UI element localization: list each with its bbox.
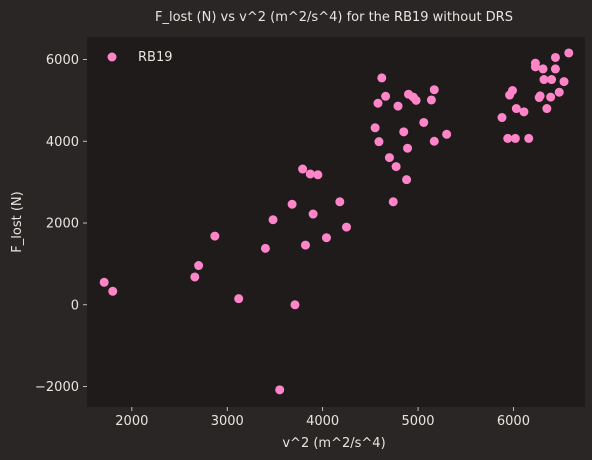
x-axis-ticks: 2000 3000 4000 5000 6000 — [115, 407, 530, 429]
data-point — [539, 75, 549, 85]
data-points — [99, 48, 574, 395]
y-axis-label: F_lost (N) — [10, 191, 25, 252]
x-tick-label: 2000 — [115, 414, 148, 429]
data-point — [538, 64, 548, 74]
data-point — [507, 86, 517, 96]
data-point — [377, 73, 387, 83]
legend-marker — [107, 52, 117, 62]
data-point — [403, 143, 413, 153]
data-point — [391, 162, 401, 172]
data-point — [210, 231, 220, 241]
data-point — [194, 261, 204, 271]
data-point — [442, 129, 452, 139]
data-point — [399, 127, 409, 137]
data-point — [503, 133, 513, 143]
y-tick-label: −2000 — [35, 380, 79, 395]
x-tick-label: 5000 — [401, 414, 434, 429]
x-tick-label: 6000 — [497, 414, 530, 429]
data-point — [388, 197, 398, 207]
legend-label: RB19 — [138, 50, 173, 65]
data-point — [535, 91, 545, 101]
data-point — [190, 272, 200, 282]
data-point — [300, 240, 310, 250]
data-point — [290, 300, 300, 310]
data-point — [341, 222, 351, 232]
y-tick-label: 6000 — [46, 53, 79, 68]
data-point — [511, 104, 521, 114]
data-point — [234, 294, 244, 304]
x-tick-label: 4000 — [306, 414, 339, 429]
data-point — [260, 243, 270, 253]
data-point — [524, 133, 534, 143]
data-point — [547, 75, 557, 85]
data-point — [313, 170, 323, 180]
data-point — [510, 133, 520, 143]
data-point — [564, 48, 574, 58]
y-tick-label: 2000 — [46, 217, 79, 232]
data-point — [99, 277, 109, 287]
data-point — [550, 64, 560, 74]
data-point — [335, 197, 345, 207]
data-point — [381, 91, 391, 101]
data-point — [373, 98, 383, 108]
y-tick-label: 4000 — [46, 135, 79, 150]
data-point — [108, 286, 118, 296]
data-point — [393, 101, 403, 111]
data-point — [305, 169, 315, 179]
data-point — [308, 209, 318, 219]
data-point — [429, 136, 439, 146]
x-tick-label: 3000 — [211, 414, 244, 429]
data-point — [268, 215, 278, 225]
data-point — [374, 137, 384, 147]
chart-title: F_lost (N) vs v^2 (m^2/s^4) for the RB19… — [155, 10, 513, 25]
x-axis-label: v^2 (m^2/s^4) — [282, 436, 385, 451]
data-point — [370, 123, 380, 133]
legend: RB19 — [107, 50, 173, 65]
data-point — [542, 104, 552, 114]
data-point — [419, 117, 429, 127]
data-point — [546, 92, 556, 102]
data-point — [559, 77, 569, 87]
data-point — [530, 62, 540, 72]
data-point — [554, 87, 564, 97]
data-point — [426, 95, 436, 105]
y-axis-ticks: −2000 0 2000 4000 6000 — [35, 53, 87, 395]
plot-area — [87, 37, 585, 407]
data-point — [287, 199, 297, 209]
data-point — [298, 164, 308, 174]
data-point — [550, 52, 560, 62]
data-point — [429, 85, 439, 95]
data-point — [384, 153, 394, 163]
data-point — [275, 385, 285, 395]
y-tick-label: 0 — [71, 298, 79, 313]
data-point — [411, 95, 421, 105]
data-point — [519, 107, 529, 117]
data-point — [497, 113, 507, 123]
data-point — [321, 233, 331, 243]
data-point — [402, 175, 412, 185]
